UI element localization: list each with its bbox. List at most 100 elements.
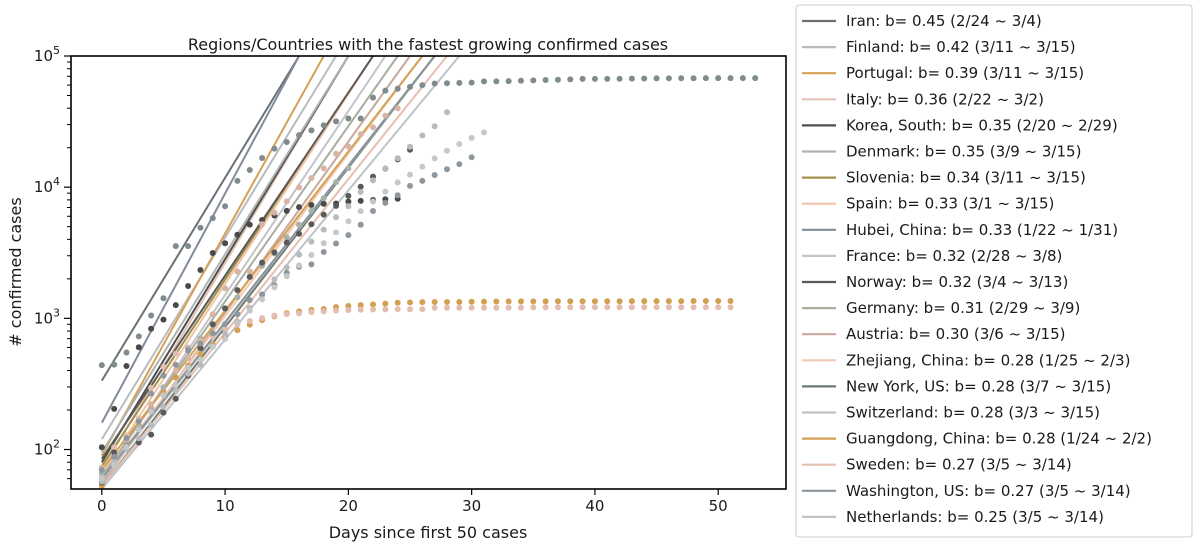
scatter-point-s7-24 xyxy=(394,155,401,162)
scatter-point-s3-23 xyxy=(382,306,389,313)
y-axis: 102 103 104 105 xyxy=(34,44,71,480)
scatter-point-s5-20 xyxy=(345,143,352,150)
legend-label-8: Hubei, China: b= 0.33 (1/22 ~ 1/31) xyxy=(846,221,1118,239)
scatter-point-s9-30 xyxy=(468,134,475,141)
x-axis: 0 10 20 30 40 50 xyxy=(97,489,728,515)
scatter-point-s0-30 xyxy=(468,79,475,86)
scatter-point-s7-25 xyxy=(407,143,414,150)
scatter-point-s0-22 xyxy=(370,94,377,101)
x-tick-label: 0 xyxy=(97,497,107,515)
scatter-point-s2-26 xyxy=(419,299,426,306)
legend-label-17: Sweden: b= 0.27 (3/5 ~ 3/14) xyxy=(846,456,1072,474)
legend-label-3: Italy: b= 0.36 (2/22 ~ 3/2) xyxy=(846,90,1044,108)
scatter-point-s3-22 xyxy=(370,306,377,313)
scatter-point-s3-34 xyxy=(517,304,524,311)
scatter-point-s8-13 xyxy=(259,291,266,298)
scatter-point-s5-7 xyxy=(185,354,192,361)
scatter-point-s6-8 xyxy=(197,345,204,352)
scatter-point-s0-46 xyxy=(665,75,672,82)
mask-right xyxy=(786,0,798,549)
scatter-point-s8-28 xyxy=(443,166,450,173)
scatter-point-s9-14 xyxy=(271,284,278,291)
scatter-point-s8-10 xyxy=(222,321,229,328)
scatter-point-s0-48 xyxy=(690,75,697,82)
scatter-point-s3-38 xyxy=(567,304,574,311)
scatter-point-s1-8 xyxy=(197,266,204,273)
mask-bottom xyxy=(0,489,790,549)
scatter-point-s8-21 xyxy=(357,221,364,228)
scatter-point-s9-18 xyxy=(320,240,327,247)
scatter-point-s8-17 xyxy=(308,261,315,268)
scatter-point-s6-5 xyxy=(160,409,167,416)
scatter-point-s4-15 xyxy=(283,234,290,241)
scatter-point-s5-14 xyxy=(271,209,278,216)
scatter-point-s0-6 xyxy=(172,243,179,250)
scatter-point-s2-32 xyxy=(493,298,500,305)
scatter-point-s7-16 xyxy=(296,251,303,258)
scatter-point-s7-20 xyxy=(345,203,352,210)
scatter-point-s3-18 xyxy=(320,308,327,315)
scatter-point-s1-18 xyxy=(320,200,327,207)
plot-frame xyxy=(70,55,787,490)
scatter-point-s3-42 xyxy=(616,304,623,311)
scatter-point-s9-21 xyxy=(357,208,364,215)
scatter-point-s9-10 xyxy=(222,335,229,342)
scatter-point-s3-33 xyxy=(505,304,512,311)
scatter-point-s4-19 xyxy=(333,179,340,186)
scatter-point-s1-16 xyxy=(296,204,303,211)
fit-line-19 xyxy=(101,55,461,490)
scatter-point-s5-16 xyxy=(296,184,303,191)
scatter-point-s7-4 xyxy=(148,421,155,428)
legend-label-13: Zhejiang, China: b= 0.28 (1/25 ~ 2/3) xyxy=(846,351,1130,369)
scatter-point-s3-12 xyxy=(246,318,253,325)
legend-label-16: Guangdong, China: b= 0.28 (1/24 ~ 2/2) xyxy=(846,430,1152,448)
scatter-point-s3-44 xyxy=(641,304,648,311)
scatter-point-s2-36 xyxy=(542,298,549,305)
legend-label-9: France: b= 0.32 (2/28 ~ 3/8) xyxy=(846,247,1062,265)
scatter-point-s7-10 xyxy=(222,330,229,337)
scatter-point-s0-16 xyxy=(296,132,303,139)
scatter-point-s1-7 xyxy=(185,282,192,289)
scatter-point-s0-28 xyxy=(443,80,450,87)
scatter-point-s3-40 xyxy=(591,304,598,311)
scatter-point-s0-4 xyxy=(148,312,155,319)
scatter-point-s7-8 xyxy=(197,361,204,368)
scatter-point-s3-35 xyxy=(530,304,537,311)
scatter-point-s0-36 xyxy=(542,77,549,84)
scatter-point-s0-49 xyxy=(702,75,709,82)
fit-line-10 xyxy=(100,55,374,460)
scatter-point-s5-24 xyxy=(394,105,401,112)
x-tick-label: 10 xyxy=(216,497,235,515)
scatter-point-s6-3 xyxy=(135,439,142,446)
scatter-point-s9-9 xyxy=(209,343,216,350)
scatter-point-s3-25 xyxy=(407,306,414,313)
scatter-point-s7-27 xyxy=(431,123,438,130)
scatter-point-s9-2 xyxy=(123,443,130,450)
scatter-point-s3-30 xyxy=(468,304,475,311)
scatter-point-s6-14 xyxy=(271,249,278,256)
scatter-point-s1-17 xyxy=(308,201,315,208)
scatter-point-s0-53 xyxy=(752,75,759,82)
scatter-point-s1-12 xyxy=(246,221,253,228)
scatter-point-s4-5 xyxy=(160,384,167,391)
scatter-point-s8-29 xyxy=(456,161,463,168)
scatter-point-s2-24 xyxy=(394,299,401,306)
scatter-point-s0-24 xyxy=(394,85,401,92)
scatter-point-s7-6 xyxy=(172,387,179,394)
scatter-point-s6-1 xyxy=(111,449,118,456)
scatter-point-s3-14 xyxy=(271,312,278,319)
scatter-point-s2-11 xyxy=(234,327,241,334)
legend-label-14: New York, US: b= 0.28 (3/7 ~ 3/15) xyxy=(846,377,1111,395)
scatter-point-s8-19 xyxy=(333,240,340,247)
scatter-point-s7-15 xyxy=(283,264,290,271)
scatter-point-s6-18 xyxy=(320,211,327,218)
scatter-point-s1-15 xyxy=(283,207,290,214)
scatter-point-s7-17 xyxy=(308,238,315,245)
scatter-point-s5-11 xyxy=(234,268,241,275)
scatter-point-s3-32 xyxy=(493,304,500,311)
scatter-point-s5-10 xyxy=(222,285,229,292)
scatter-point-s7-7 xyxy=(185,370,192,377)
scatter-point-s8-3 xyxy=(135,418,142,425)
y-tick-label: 105 xyxy=(34,44,60,65)
scatter-point-s9-23 xyxy=(382,188,389,195)
